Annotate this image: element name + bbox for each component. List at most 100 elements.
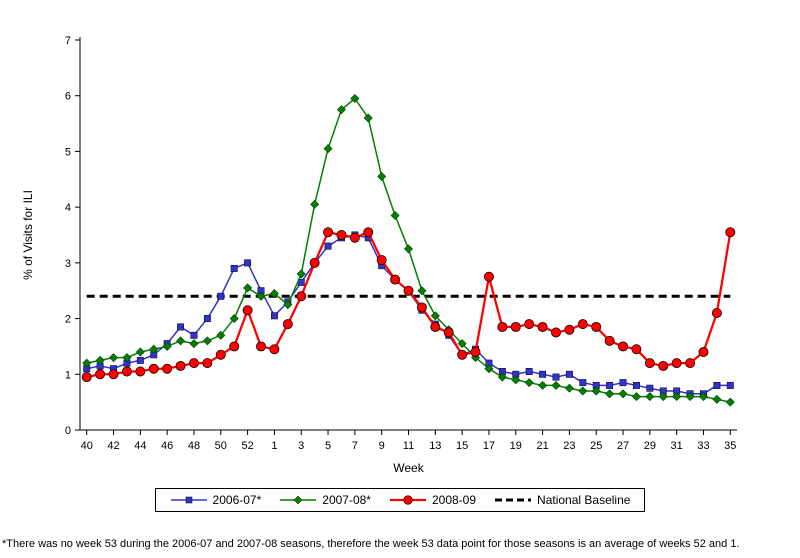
- x-tick-label: 50: [215, 440, 227, 452]
- data-point-marker: [230, 264, 238, 272]
- data-point-marker: [725, 227, 736, 238]
- data-point-marker: [443, 327, 454, 338]
- data-point-marker: [217, 292, 225, 300]
- y-tick-label: 7: [65, 35, 71, 47]
- data-point-marker: [416, 302, 427, 313]
- legend-item-2006-07-label: 2006-07*: [212, 493, 262, 507]
- x-tick-label: 31: [671, 440, 683, 452]
- data-point-marker: [605, 389, 615, 399]
- data-point-marker: [632, 381, 640, 389]
- data-point-marker: [631, 392, 641, 402]
- x-tick-label: 42: [107, 440, 119, 452]
- data-point-marker: [539, 370, 547, 378]
- data-point-marker: [215, 349, 226, 360]
- data-point-marker: [216, 330, 226, 340]
- x-tick-label: 17: [483, 440, 495, 452]
- data-point-marker: [324, 242, 332, 250]
- data-point-marker: [270, 312, 278, 320]
- data-point-marker: [229, 314, 239, 324]
- data-point-marker: [309, 257, 320, 268]
- data-point-marker: [121, 366, 132, 377]
- data-point-marker: [497, 372, 507, 382]
- data-point-marker: [579, 379, 587, 387]
- x-tick-label: 19: [510, 440, 522, 452]
- data-point-marker: [81, 372, 92, 383]
- y-tick-label: 6: [65, 91, 71, 103]
- data-point-marker: [177, 323, 185, 331]
- data-point-marker: [551, 380, 561, 390]
- data-point-marker: [577, 319, 588, 330]
- x-tick-label: 35: [724, 440, 736, 452]
- data-point-marker: [457, 339, 467, 349]
- data-point-marker: [122, 353, 132, 363]
- data-point-marker: [149, 344, 159, 354]
- y-tick-label: 1: [65, 369, 71, 381]
- x-tick-label: 29: [644, 440, 656, 452]
- data-point-marker: [403, 285, 414, 296]
- data-point-marker: [591, 386, 601, 396]
- data-point-marker: [148, 363, 159, 374]
- legend-wrap: 2006-07* 2007-08* 2008-09 National Baseline: [0, 488, 800, 512]
- data-point-marker: [578, 386, 588, 396]
- data-point-marker: [497, 321, 508, 332]
- x-tick-label: 33: [697, 440, 709, 452]
- x-tick-label: 48: [188, 440, 200, 452]
- x-tick-label: 21: [536, 440, 548, 452]
- data-point-marker: [713, 381, 721, 389]
- data-point-marker: [698, 392, 709, 402]
- y-tick-label: 5: [65, 146, 71, 158]
- data-point-marker: [618, 389, 628, 399]
- data-point-marker: [350, 93, 360, 104]
- x-tick-label: 23: [563, 440, 575, 452]
- x-tick-label: 9: [379, 440, 385, 452]
- x-tick-label: 5: [325, 440, 331, 452]
- data-point-marker: [538, 380, 548, 390]
- data-point-marker: [685, 358, 696, 369]
- x-tick-label: 40: [81, 440, 93, 452]
- data-point-marker: [323, 227, 334, 238]
- data-point-marker: [510, 321, 521, 332]
- data-point-marker: [606, 381, 614, 389]
- data-point-marker: [726, 381, 734, 389]
- data-point-marker: [256, 291, 266, 301]
- data-point-marker: [725, 397, 735, 407]
- data-point-marker: [135, 347, 145, 357]
- y-tick-label: 4: [65, 202, 71, 214]
- y-axis-title: % of Visits for ILI: [21, 190, 35, 280]
- data-point-marker: [108, 369, 119, 380]
- data-point-marker: [646, 384, 654, 392]
- data-point-marker: [108, 353, 119, 363]
- data-point-marker: [363, 227, 374, 238]
- data-point-marker: [645, 392, 655, 402]
- data-point-marker: [162, 363, 173, 374]
- data-point-marker: [484, 364, 494, 374]
- data-point-marker: [282, 319, 293, 330]
- x-tick-label: 11: [403, 440, 414, 452]
- data-point-marker: [525, 368, 533, 375]
- data-point-marker: [403, 244, 414, 254]
- data-point-marker: [672, 392, 682, 402]
- data-point-marker: [202, 336, 212, 346]
- chart-legend: 2006-07* 2007-08* 2008-09 National Baseline: [154, 488, 646, 512]
- data-point-marker: [470, 347, 481, 357]
- data-point-marker: [470, 353, 481, 363]
- data-point-marker: [552, 373, 560, 381]
- data-point-marker: [430, 321, 441, 332]
- legend-item-national-baseline-label: National Baseline: [537, 493, 631, 507]
- data-point-marker: [243, 283, 253, 293]
- data-point-marker: [82, 358, 92, 368]
- data-point-marker: [349, 232, 360, 243]
- data-point-marker: [162, 341, 172, 351]
- data-point-marker: [565, 370, 573, 378]
- y-tick-label: 2: [65, 314, 71, 326]
- series-2007-08: [82, 93, 735, 407]
- data-point-marker: [457, 349, 468, 360]
- data-point-marker: [296, 291, 307, 302]
- data-point-marker: [685, 392, 695, 402]
- data-point-marker: [269, 344, 280, 355]
- data-point-marker: [671, 358, 682, 369]
- data-point-marker: [604, 335, 615, 346]
- data-point-marker: [711, 308, 722, 318]
